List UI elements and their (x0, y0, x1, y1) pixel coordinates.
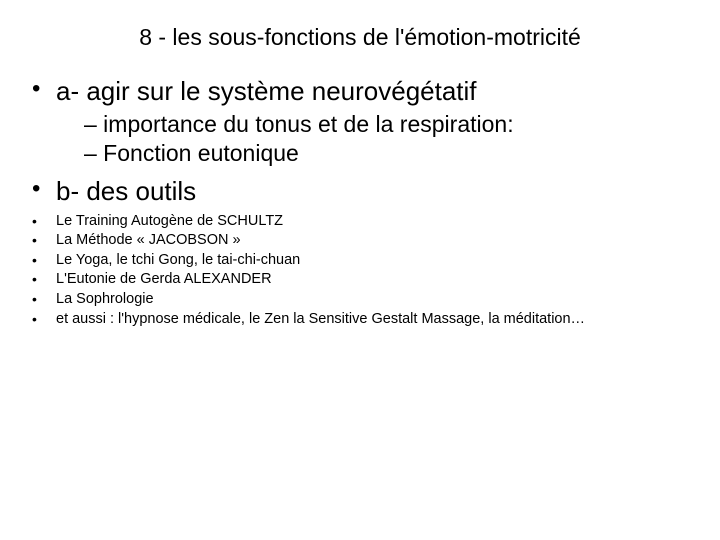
slide-title: 8 - les sous-fonctions de l'émotion-motr… (28, 24, 692, 51)
list-item: et aussi : l'hypnose médicale, le Zen la… (28, 310, 692, 330)
section-b: b- des outils (28, 175, 692, 208)
bullet-list-level1: a- agir sur le système neurovégétatif – … (28, 75, 692, 208)
list-item: L'Eutonie de Gerda ALEXANDER (28, 270, 692, 290)
section-a: a- agir sur le système neurovégétatif – … (28, 75, 692, 169)
list-item: Le Yoga, le tchi Gong, le tai-chi-chuan (28, 251, 692, 271)
list-item: Le Training Autogène de SCHULTZ (28, 212, 692, 232)
section-a-heading: a- agir sur le système neurovégétatif (56, 76, 477, 106)
section-a-sub-1: – importance du tonus et de la respirati… (84, 110, 692, 140)
section-a-sub: – importance du tonus et de la respirati… (56, 110, 692, 170)
section-a-sub-2: – Fonction eutonique (84, 139, 692, 169)
list-item: La Sophrologie (28, 290, 692, 310)
tools-list: Le Training Autogène de SCHULTZ La Métho… (28, 212, 692, 329)
section-b-heading: b- des outils (56, 176, 196, 206)
slide: 8 - les sous-fonctions de l'émotion-motr… (0, 0, 720, 540)
list-item: La Méthode « JACOBSON » (28, 231, 692, 251)
